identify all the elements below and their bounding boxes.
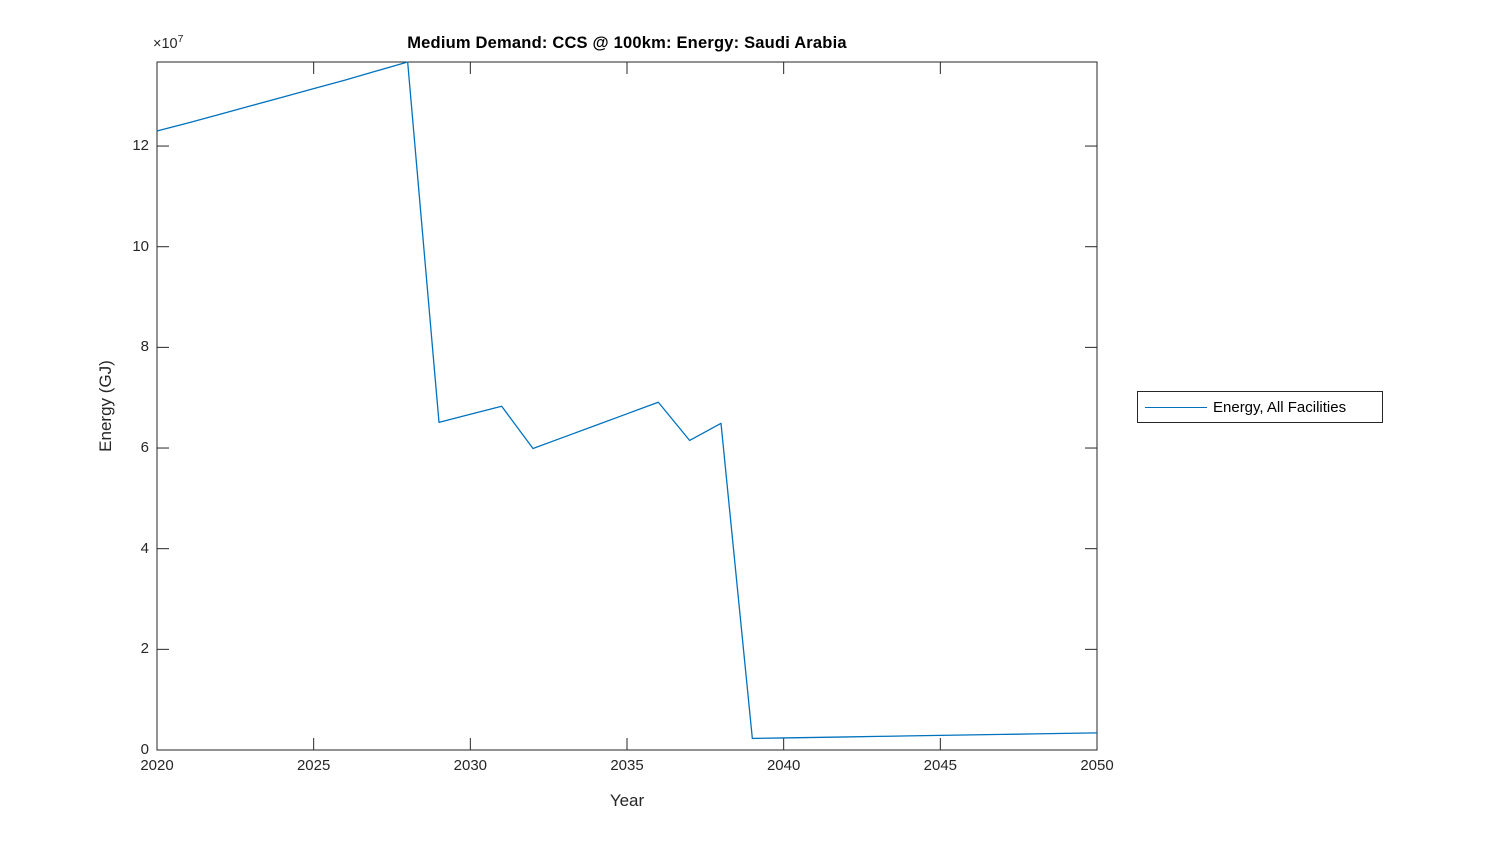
y-tick-label: 8 [140, 338, 149, 356]
legend: Energy, All Facilities [1137, 391, 1383, 423]
legend-label: Energy, All Facilities [1213, 398, 1347, 416]
chart-title: Medium Demand: CCS @ 100km: Energy: Saud… [407, 34, 847, 52]
x-tick-label: 2045 [923, 757, 958, 774]
y-tick-label: 6 [140, 439, 149, 457]
x-tick-label: 2025 [296, 757, 331, 774]
y-axis-exponent-power: 7 [177, 33, 184, 45]
x-tick-label: 2020 [140, 757, 174, 774]
y-axis-exponent: ×107 [153, 33, 183, 52]
x-tick-label: 2030 [453, 757, 488, 774]
x-tick-label: 2035 [610, 757, 644, 774]
y-tick-label: 4 [140, 539, 149, 557]
x-tick-label: 2050 [1080, 757, 1114, 774]
y-tick-label: 10 [132, 237, 149, 255]
axes-box [156, 61, 1098, 751]
x-axis-label: Year [609, 791, 645, 810]
legend-line-sample [1145, 406, 1207, 408]
y-axis-exponent-base: ×10 [153, 35, 178, 52]
y-tick-label: 12 [132, 137, 149, 155]
x-tick-label: 2040 [766, 757, 801, 774]
data-line [156, 61, 1098, 740]
y-tick-label: 0 [140, 741, 149, 758]
y-tick-label: 2 [140, 640, 149, 658]
